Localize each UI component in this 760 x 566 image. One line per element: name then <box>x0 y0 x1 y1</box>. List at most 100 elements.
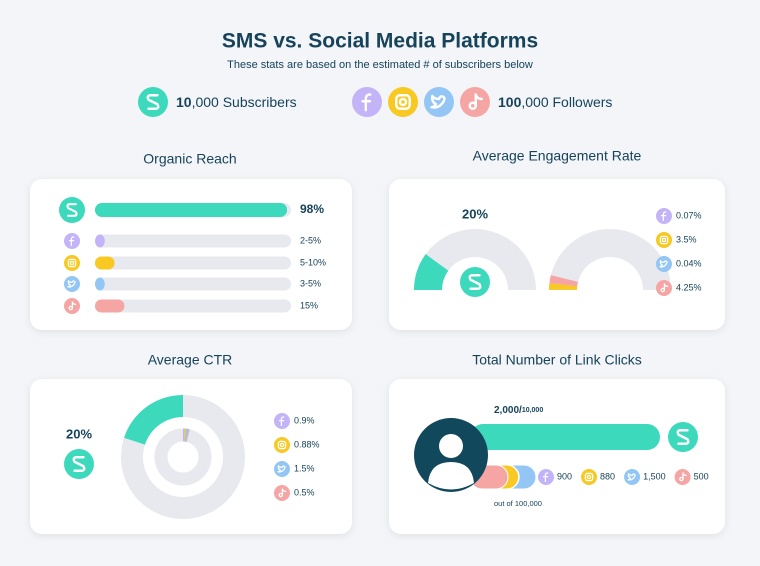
platform-icon <box>138 87 168 117</box>
legend-label: 500 <box>694 471 709 481</box>
bar <box>95 277 105 291</box>
icon-circle <box>581 469 598 485</box>
platform-icon <box>64 233 80 249</box>
icon-glyph <box>468 101 477 110</box>
platform-icon <box>624 469 641 485</box>
legend-label: 1,500 <box>643 471 666 481</box>
value-label: 2,000/10,000 <box>494 405 543 416</box>
icon-glyph <box>660 211 667 222</box>
bar <box>95 203 288 217</box>
gauge-track <box>549 229 671 290</box>
icon-glyph <box>277 465 286 473</box>
subtitle: These stats are based on the estimated #… <box>227 59 533 71</box>
icon-glyph <box>661 237 667 243</box>
icon-glyph <box>278 492 284 498</box>
platform-icon <box>274 461 290 477</box>
social-audience: 100,000 Followers <box>498 94 612 110</box>
platform-icon <box>59 197 85 223</box>
icon-glyph <box>398 97 408 107</box>
panel-card <box>389 379 725 534</box>
icon-glyph <box>146 94 160 110</box>
platform-icon <box>424 87 454 117</box>
legend-label: 0.07% <box>676 210 702 220</box>
audience-text: ,000 Followers <box>521 94 612 110</box>
sms-audience: 10,000 Subscribers <box>176 94 297 110</box>
icon-circle <box>64 276 80 292</box>
icon-glyph <box>660 287 666 293</box>
icon-glyph <box>586 474 592 480</box>
platform-icon <box>538 469 554 485</box>
audience-number: 100 <box>498 94 522 110</box>
legend-label: 1.5% <box>294 463 315 473</box>
platform-icon <box>656 232 672 248</box>
value-text: 2,000/ <box>494 405 522 416</box>
icon-glyph <box>277 440 287 450</box>
platform-icon <box>674 469 691 485</box>
platform-icon <box>64 449 94 479</box>
legend-label: 900 <box>557 471 572 481</box>
platform-icon <box>388 87 418 117</box>
platform-icon <box>656 256 672 272</box>
icon-glyph <box>542 472 549 483</box>
value-label: 98% <box>300 202 324 216</box>
donut-segment <box>124 395 183 445</box>
legend-label: 0.04% <box>676 258 702 268</box>
icon-circle <box>64 255 80 271</box>
icon-glyph <box>679 476 684 482</box>
panel-title: Average Engagement Rate <box>473 148 642 164</box>
platform-icon <box>460 87 490 117</box>
value-label: 2-5% <box>300 235 321 245</box>
icon-glyph <box>659 260 668 268</box>
gauge-segment <box>549 283 578 290</box>
panel-title: Average CTR <box>148 352 233 368</box>
value-label: 5-10% <box>300 257 326 267</box>
value-label: 15% <box>300 300 318 310</box>
title: SMS vs. Social Media Platforms <box>222 30 538 53</box>
bar-track <box>95 256 291 270</box>
bar <box>95 256 115 270</box>
icon-glyph <box>361 93 372 112</box>
audience-number: 10 <box>176 94 192 110</box>
panel-title: Total Number of Link Clicks <box>472 352 642 368</box>
icon-glyph <box>468 274 482 290</box>
donut-segment <box>183 428 185 442</box>
legend-label: 0.5% <box>294 487 315 497</box>
value-label: 3-5% <box>300 278 321 288</box>
platform-icon <box>274 485 290 501</box>
icon-glyph <box>68 305 74 311</box>
platform-icon <box>460 267 490 297</box>
gauge-segment <box>549 283 578 287</box>
platform-icon <box>668 422 698 452</box>
icon-glyph <box>278 416 285 427</box>
total-text: 10,000 <box>522 407 544 414</box>
icon-glyph <box>676 429 690 445</box>
icon-circle <box>274 437 290 453</box>
legend-label: 4.25% <box>676 282 702 292</box>
icon-glyph <box>395 94 411 110</box>
value-label: 20% <box>462 206 488 221</box>
platform-icon <box>352 87 382 117</box>
icon-circle <box>424 87 454 117</box>
platform-icon <box>274 437 290 453</box>
platform-icon <box>581 469 598 485</box>
legend-label: 880 <box>600 471 615 481</box>
panel-card <box>30 379 352 534</box>
platform-icon <box>64 298 80 314</box>
platform-icon <box>274 413 290 429</box>
gauge-segment <box>414 254 449 290</box>
bar-track <box>95 277 291 291</box>
platform-icon <box>656 280 672 296</box>
donut-segment <box>184 428 189 442</box>
audience-text: ,000 Subscribers <box>192 94 297 110</box>
donut-segment <box>186 429 190 442</box>
avatar-body <box>428 462 474 490</box>
platform-icon <box>656 208 672 224</box>
icon-glyph <box>279 442 285 448</box>
icon-circle <box>656 232 672 248</box>
bar <box>470 424 660 450</box>
total-label: out of 100,000 <box>494 499 542 508</box>
platform-icon <box>64 276 80 292</box>
icon-glyph <box>67 258 77 268</box>
icon-glyph <box>66 203 78 217</box>
donut-segment <box>183 428 187 442</box>
